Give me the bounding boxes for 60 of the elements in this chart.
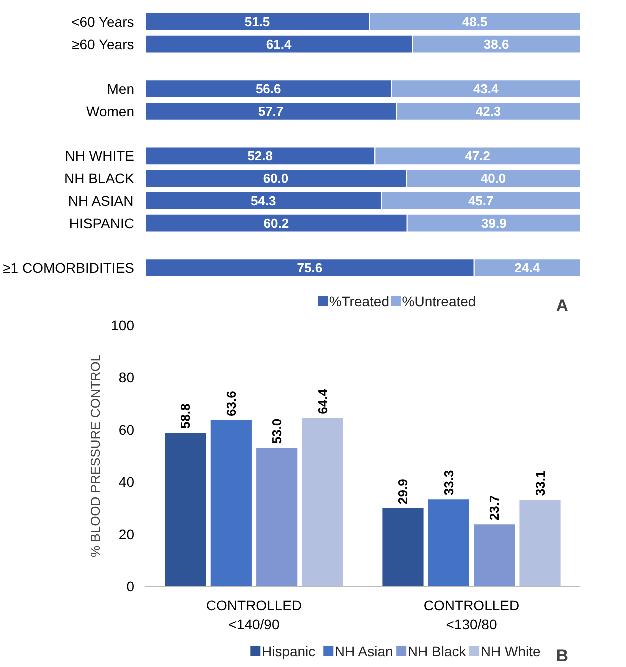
data-label: 51.5 bbox=[244, 14, 270, 30]
x-tick-label: CONTROLLED <140/90 bbox=[206, 598, 302, 633]
data-label: 24.4 bbox=[514, 260, 541, 276]
legend-label: NH Black bbox=[408, 644, 468, 660]
text: A bbox=[556, 296, 569, 316]
y-tick-label: ≥1 COMORBIDITIES bbox=[3, 260, 135, 276]
bar bbox=[256, 448, 298, 586]
data-label: 56.6 bbox=[256, 82, 282, 97]
data-label: 39.9 bbox=[482, 216, 507, 231]
legend-label: NH White bbox=[480, 644, 541, 660]
data-label: 75.6 bbox=[297, 260, 323, 276]
data-label: 64.4 bbox=[315, 388, 330, 414]
data-label: 33.1 bbox=[532, 470, 548, 496]
legend-label: NH Asian bbox=[334, 644, 394, 660]
y-axis-title: % BLOOD PRESSURE CONTROL bbox=[88, 354, 104, 558]
data-label: 45.7 bbox=[468, 193, 494, 208]
data-label: 33.3 bbox=[441, 470, 456, 496]
data-label: 47.2 bbox=[465, 148, 490, 164]
bar bbox=[302, 418, 344, 586]
y-tick-label: 80 bbox=[118, 370, 135, 386]
data-label: 53.0 bbox=[270, 418, 285, 444]
y-tick-label: NH BLACK bbox=[64, 170, 136, 187]
y-tick-label: 40 bbox=[118, 474, 135, 490]
data-label: 60.2 bbox=[264, 216, 290, 231]
data-label: 48.5 bbox=[462, 14, 488, 30]
data-label: 42.3 bbox=[476, 104, 502, 119]
bar bbox=[165, 433, 206, 586]
data-label: 43.4 bbox=[473, 82, 500, 97]
legend-label: %Treated bbox=[329, 294, 390, 310]
x-tick-label: CONTROLLED <130/80 bbox=[424, 598, 520, 633]
data-label: 29.9 bbox=[396, 479, 411, 504]
data-label: 54.3 bbox=[250, 193, 276, 208]
y-tick-label: 60 bbox=[118, 422, 135, 438]
y-tick-label: 20 bbox=[118, 526, 135, 542]
bar bbox=[520, 500, 561, 586]
data-label: 60.0 bbox=[263, 171, 289, 186]
data-label: 58.8 bbox=[178, 404, 194, 430]
text: B bbox=[556, 646, 569, 666]
y-tick-label: <60 Years bbox=[72, 14, 134, 30]
legend-label: Hispanic bbox=[262, 644, 316, 660]
y-tick-label: Men bbox=[107, 81, 134, 98]
bar bbox=[474, 524, 516, 586]
y-tick-label: NH ASIAN bbox=[68, 192, 134, 209]
data-label: 38.6 bbox=[484, 36, 510, 52]
bar bbox=[210, 420, 252, 586]
y-tick-label: NH WHITE bbox=[65, 148, 135, 164]
y-tick-label: 0 bbox=[126, 578, 135, 594]
data-label: 52.8 bbox=[248, 148, 273, 164]
data-label: 57.7 bbox=[258, 104, 284, 119]
y-tick-label: Women bbox=[86, 103, 135, 120]
bar bbox=[428, 500, 470, 586]
bar bbox=[382, 508, 424, 586]
data-label: 23.7 bbox=[487, 495, 502, 521]
y-tick-label: 100 bbox=[111, 318, 135, 334]
data-label: 40.0 bbox=[480, 171, 506, 186]
legend-label: %Untreated bbox=[402, 294, 476, 310]
y-tick-label: HISPANIC bbox=[69, 215, 135, 232]
data-label: 61.4 bbox=[266, 36, 292, 52]
data-label: 63.6 bbox=[224, 391, 239, 417]
y-tick-label: ≥60 Years bbox=[72, 36, 134, 52]
